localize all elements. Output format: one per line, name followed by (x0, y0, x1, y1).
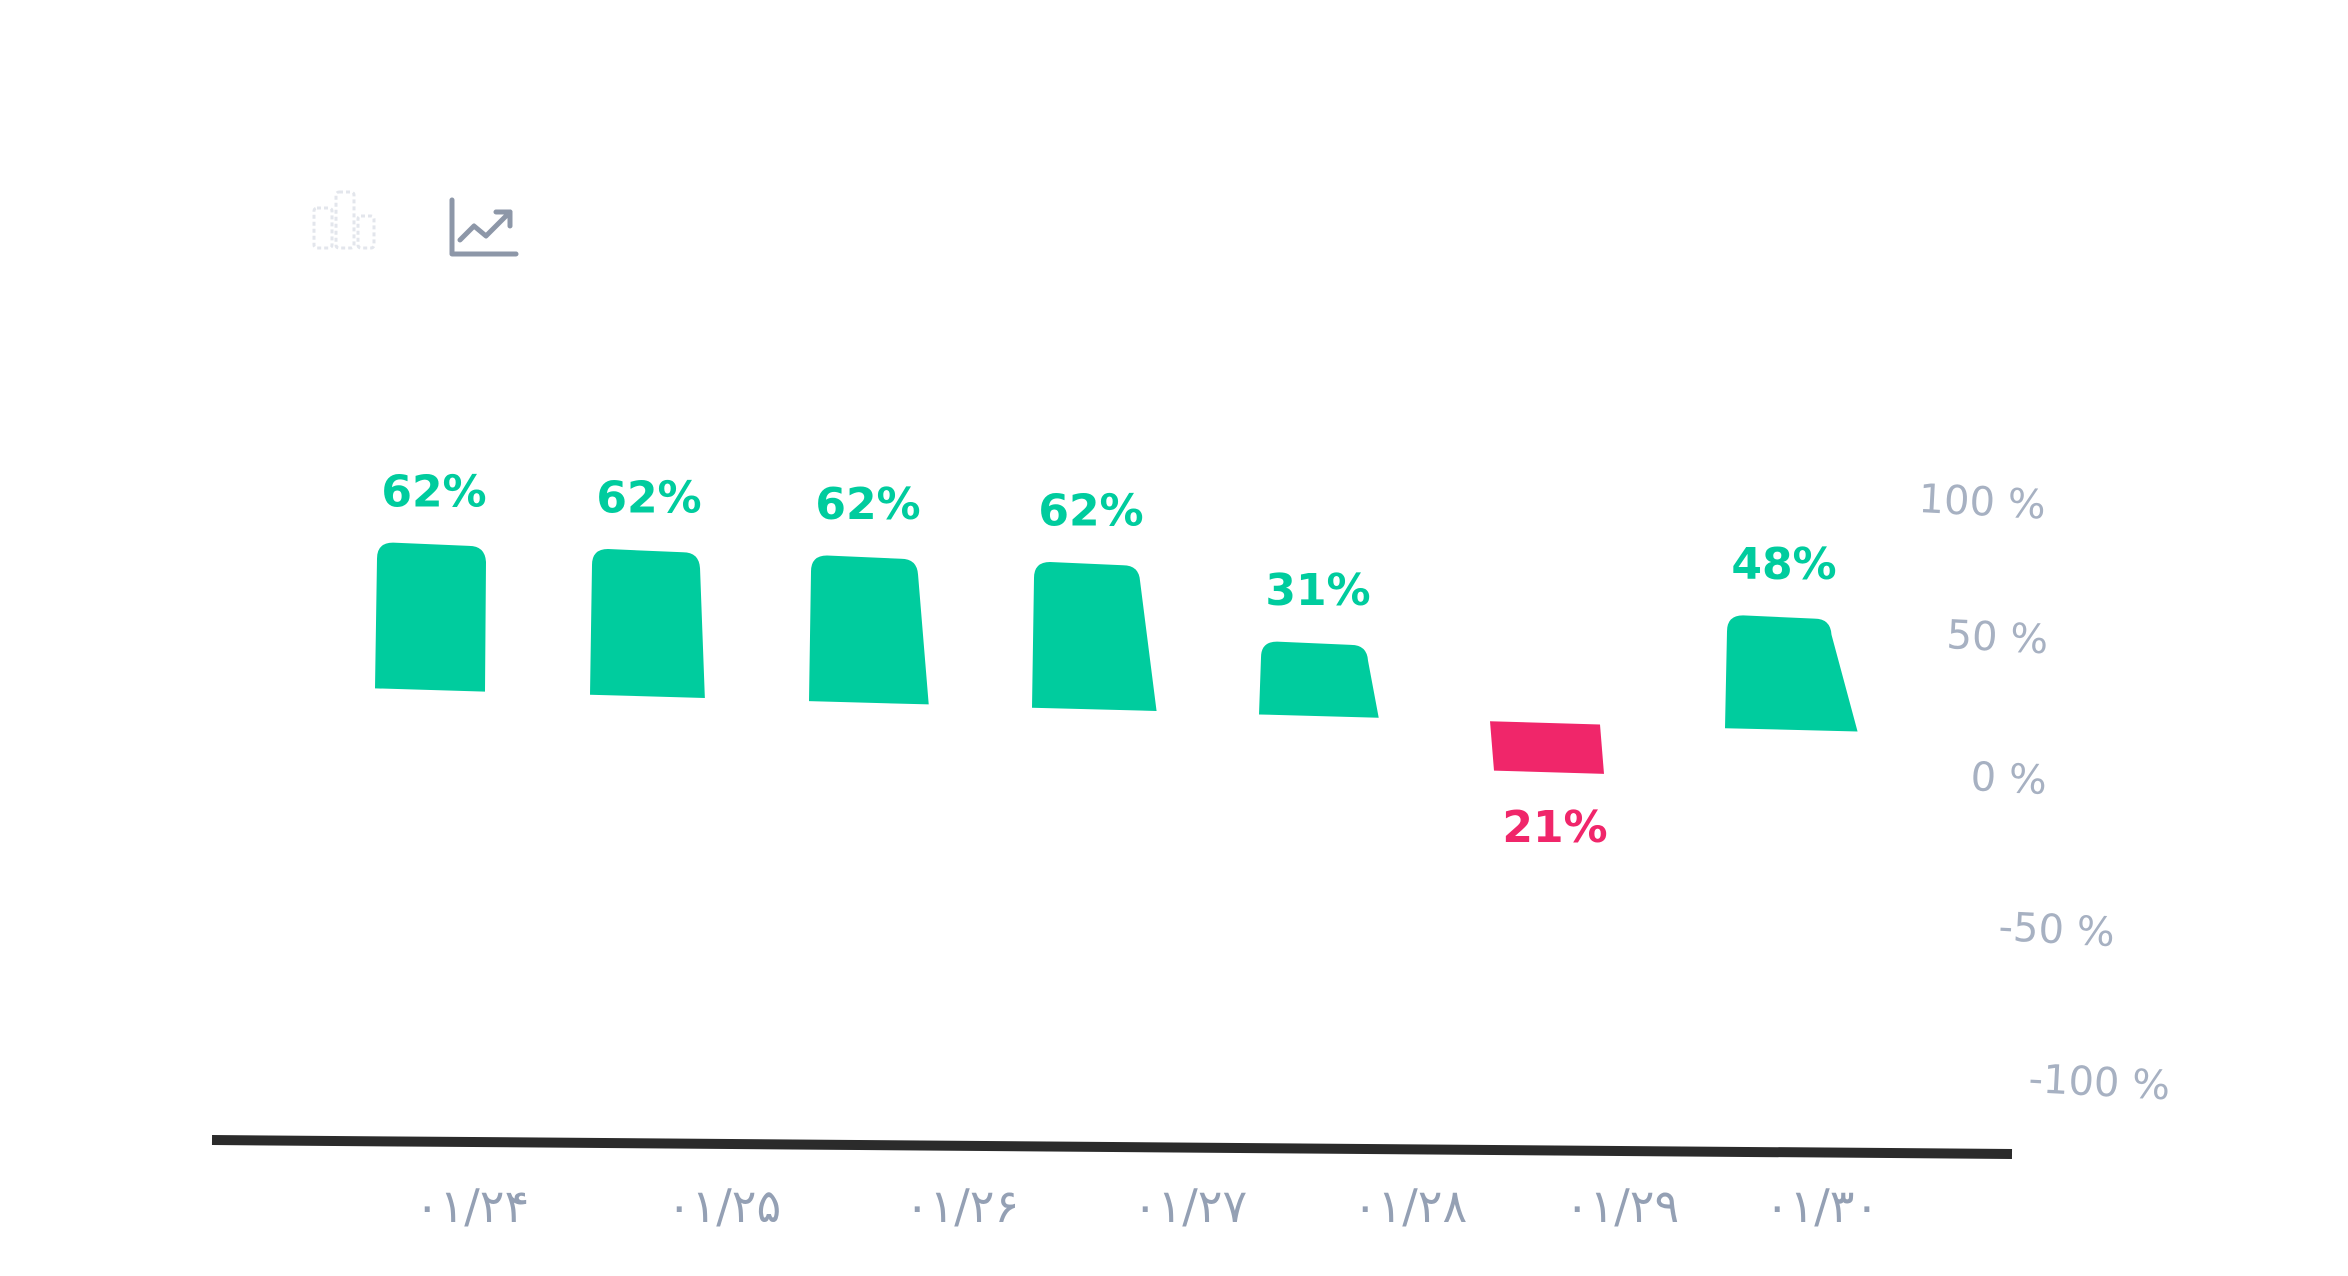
bar-6[interactable] (1725, 615, 1858, 732)
bar-1[interactable] (590, 549, 705, 698)
x-axis-line (211, 1135, 2013, 1159)
x-tick-label-0: ۰۱/۲۴ (415, 1179, 529, 1233)
y-axis-ticks: 100 % 50 % 0 % -50 % -100 % (1917, 476, 2171, 1109)
x-tick-label-3: ۰۱/۲۷ (1133, 1179, 1247, 1233)
value-labels-group: 62% 62% 62% 62% 31% 21% 48% (381, 466, 1836, 853)
bars-group (375, 542, 1858, 774)
trend-line-icon[interactable] (438, 186, 528, 276)
x-tick-label-1: ۰۱/۲۵ (667, 1179, 781, 1233)
value-label-5: 21% (1502, 802, 1607, 853)
x-tick-label-5: ۰۱/۲۹ (1565, 1179, 1679, 1233)
value-label-6: 48% (1731, 539, 1836, 590)
x-tick-label-4: ۰۱/۲۸ (1353, 1179, 1467, 1233)
bar-3[interactable] (1032, 562, 1157, 712)
bar-4[interactable] (1259, 641, 1379, 718)
y-tick-label-0: 100 % (1917, 476, 2046, 529)
share-icon[interactable] (296, 178, 386, 268)
y-tick-label-1: 50 % (1945, 612, 2049, 663)
bar-0[interactable] (375, 542, 486, 692)
value-label-3: 62% (1038, 486, 1143, 537)
bar-2[interactable] (809, 555, 929, 705)
value-label-1: 62% (596, 473, 701, 524)
value-label-0: 62% (381, 466, 486, 517)
value-label-2: 62% (815, 479, 920, 530)
y-tick-label-4: -100 % (2027, 1056, 2171, 1109)
x-axis-ticks: ۰۱/۲۴ ۰۱/۲۵ ۰۱/۲۶ ۰۱/۲۷ ۰۱/۲۸ ۰۱/۲۹ ۰۱/۳۰ (415, 1179, 1879, 1233)
bar-5[interactable] (1490, 721, 1604, 774)
x-tick-label-2: ۰۱/۲۶ (905, 1179, 1019, 1233)
y-tick-label-3: -50 % (1997, 904, 2115, 956)
y-tick-label-2: 0 % (1969, 754, 2047, 804)
value-label-4: 31% (1265, 565, 1370, 616)
x-tick-label-6: ۰۱/۳۰ (1765, 1179, 1879, 1233)
